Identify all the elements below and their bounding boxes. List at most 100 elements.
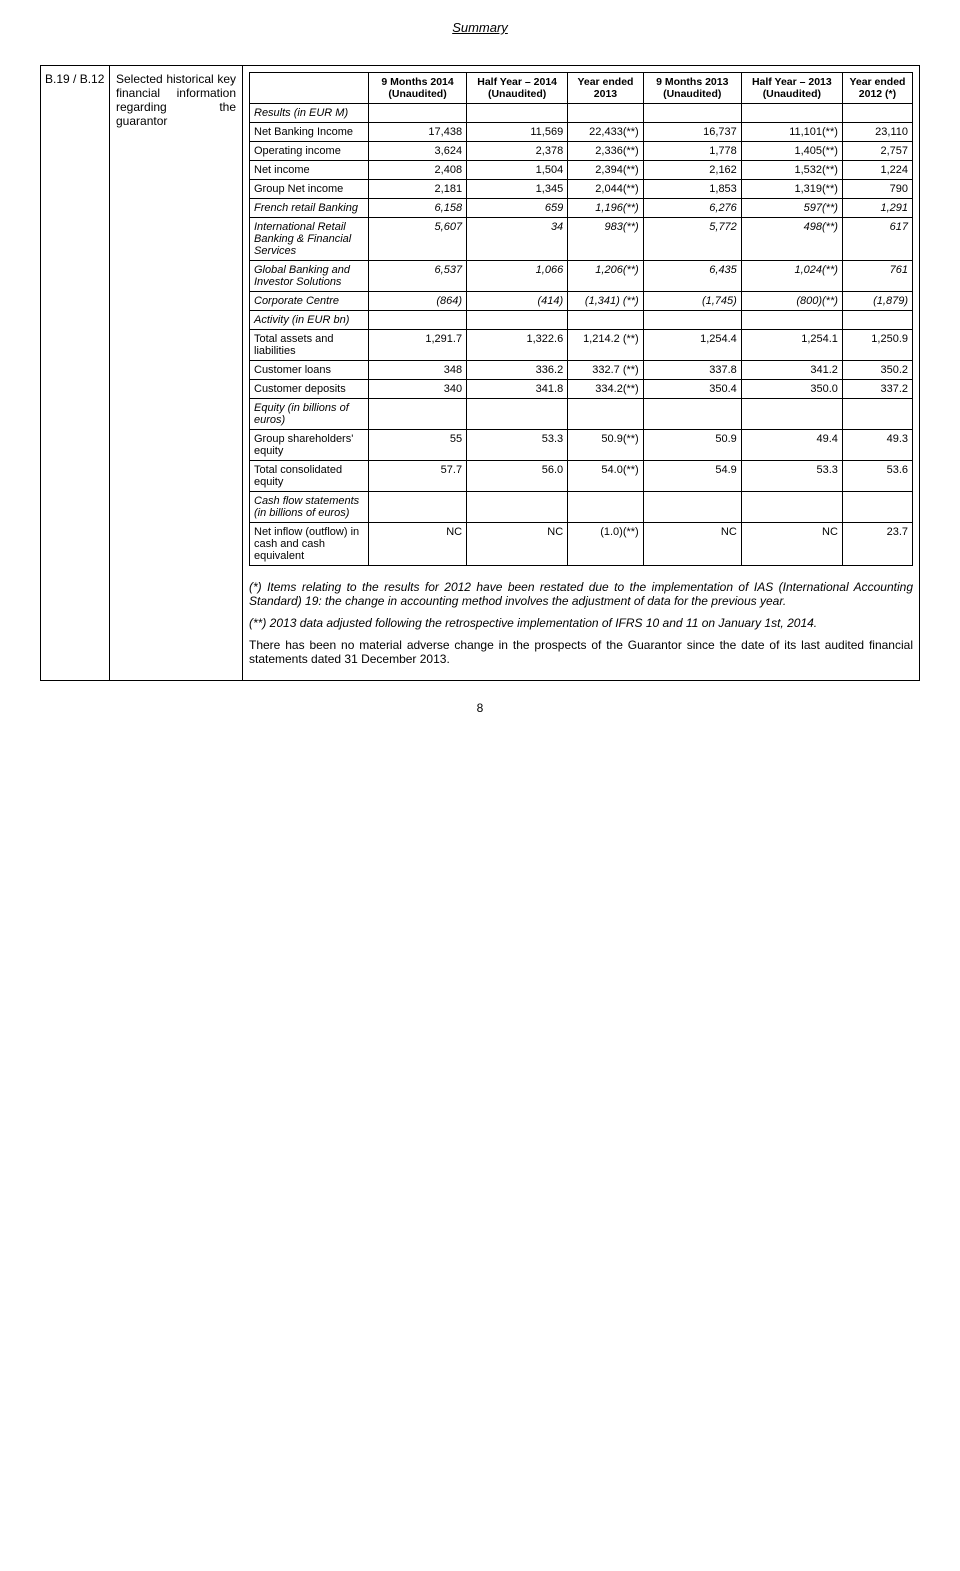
table-cell: 2,181 xyxy=(369,180,467,199)
table-cell xyxy=(842,492,912,523)
section-row: B.19 / B.12 Selected historical key fina… xyxy=(40,65,920,681)
table-cell xyxy=(568,399,644,430)
table-cell: 6,537 xyxy=(369,261,467,292)
table-cell: 336.2 xyxy=(467,361,568,380)
table-cell: 6,158 xyxy=(369,199,467,218)
table-cell: 597(**) xyxy=(741,199,842,218)
table-cell xyxy=(842,311,912,330)
row-label: Total consolidated equity xyxy=(250,461,369,492)
table-row: Cash flow statements (in billions of eur… xyxy=(250,492,913,523)
table-cell: 53.3 xyxy=(741,461,842,492)
table-cell xyxy=(369,104,467,123)
table-row: Customer loans348336.2332.7 (**)337.8341… xyxy=(250,361,913,380)
table-row: Activity (in EUR bn) xyxy=(250,311,913,330)
section-ref: B.19 / B.12 xyxy=(41,66,110,680)
row-label: Equity (in billions of euros) xyxy=(250,399,369,430)
table-cell: 334.2(**) xyxy=(568,380,644,399)
table-cell: 790 xyxy=(842,180,912,199)
table-cell: 2,757 xyxy=(842,142,912,161)
table-cell: 350.2 xyxy=(842,361,912,380)
row-label: Operating income xyxy=(250,142,369,161)
table-header: Year ended 2012 (*) xyxy=(842,73,912,104)
page-title: Summary xyxy=(40,20,920,35)
table-row: French retail Banking6,1586591,196(**)6,… xyxy=(250,199,913,218)
row-label: Corporate Centre xyxy=(250,292,369,311)
table-cell xyxy=(467,399,568,430)
row-label: Customer deposits xyxy=(250,380,369,399)
table-cell: 350.0 xyxy=(741,380,842,399)
row-label: Group Net income xyxy=(250,180,369,199)
table-cell: 1,322.6 xyxy=(467,330,568,361)
table-cell xyxy=(741,399,842,430)
table-cell: 1,254.1 xyxy=(741,330,842,361)
table-cell: 1,024(**) xyxy=(741,261,842,292)
table-cell: 56.0 xyxy=(467,461,568,492)
table-cell: 6,276 xyxy=(643,199,741,218)
row-label: Group shareholders' equity xyxy=(250,430,369,461)
table-cell: 1,291.7 xyxy=(369,330,467,361)
table-cell: 341.2 xyxy=(741,361,842,380)
table-cell: (1,745) xyxy=(643,292,741,311)
row-label: French retail Banking xyxy=(250,199,369,218)
table-header-blank xyxy=(250,73,369,104)
table-cell xyxy=(369,492,467,523)
table-cell xyxy=(568,492,644,523)
table-header-row: 9 Months 2014 (Unaudited) Half Year – 20… xyxy=(250,73,913,104)
table-cell xyxy=(467,311,568,330)
row-label: Total assets and liabilities xyxy=(250,330,369,361)
table-cell: 5,772 xyxy=(643,218,741,261)
table-cell: 53.3 xyxy=(467,430,568,461)
table-header: 9 Months 2014 (Unaudited) xyxy=(369,73,467,104)
footnote: There has been no material adverse chang… xyxy=(249,638,913,666)
table-cell xyxy=(369,311,467,330)
table-cell: 1,254.4 xyxy=(643,330,741,361)
table-cell xyxy=(369,399,467,430)
table-cell: 50.9(**) xyxy=(568,430,644,461)
table-cell: 1,778 xyxy=(643,142,741,161)
table-cell: 1,504 xyxy=(467,161,568,180)
table-cell: NC xyxy=(369,523,467,566)
page-number: 8 xyxy=(40,701,920,715)
table-cell: 498(**) xyxy=(741,218,842,261)
table-row: Equity (in billions of euros) xyxy=(250,399,913,430)
table-cell: 17,438 xyxy=(369,123,467,142)
table-row: Net inflow (outflow) in cash and cash eq… xyxy=(250,523,913,566)
table-cell xyxy=(568,104,644,123)
table-cell: 57.7 xyxy=(369,461,467,492)
table-cell: 617 xyxy=(842,218,912,261)
table-cell: 2,162 xyxy=(643,161,741,180)
table-row: Global Banking and Investor Solutions6,5… xyxy=(250,261,913,292)
table-cell: 49.4 xyxy=(741,430,842,461)
table-header: Year ended 2013 xyxy=(568,73,644,104)
table-cell: 1,214.2 (**) xyxy=(568,330,644,361)
section-content: 9 Months 2014 (Unaudited) Half Year – 20… xyxy=(243,66,919,680)
table-cell xyxy=(741,311,842,330)
table-cell: (1,341) (**) xyxy=(568,292,644,311)
row-label: Activity (in EUR bn) xyxy=(250,311,369,330)
table-cell: 337.2 xyxy=(842,380,912,399)
table-cell xyxy=(741,104,842,123)
table-header: Half Year – 2013 (Unaudited) xyxy=(741,73,842,104)
table-row: Total consolidated equity57.756.054.0(**… xyxy=(250,461,913,492)
row-label: Net inflow (outflow) in cash and cash eq… xyxy=(250,523,369,566)
table-row: Group shareholders' equity5553.350.9(**)… xyxy=(250,430,913,461)
table-cell: 2,044(**) xyxy=(568,180,644,199)
table-cell xyxy=(842,399,912,430)
row-label: Results (in EUR M) xyxy=(250,104,369,123)
table-header: Half Year – 2014 (Unaudited) xyxy=(467,73,568,104)
table-cell: 11,569 xyxy=(467,123,568,142)
table-row: Corporate Centre(864)(414)(1,341) (**)(1… xyxy=(250,292,913,311)
table-cell: 2,336(**) xyxy=(568,142,644,161)
table-cell: 1,224 xyxy=(842,161,912,180)
table-cell: 337.8 xyxy=(643,361,741,380)
table-cell xyxy=(643,399,741,430)
table-cell: 761 xyxy=(842,261,912,292)
table-header: 9 Months 2013 (Unaudited) xyxy=(643,73,741,104)
row-label: Net Banking Income xyxy=(250,123,369,142)
table-cell: 16,737 xyxy=(643,123,741,142)
table-cell: (864) xyxy=(369,292,467,311)
table-cell: (1.0)(**) xyxy=(568,523,644,566)
table-cell: 5,607 xyxy=(369,218,467,261)
table-row: Results (in EUR M) xyxy=(250,104,913,123)
table-cell: 659 xyxy=(467,199,568,218)
